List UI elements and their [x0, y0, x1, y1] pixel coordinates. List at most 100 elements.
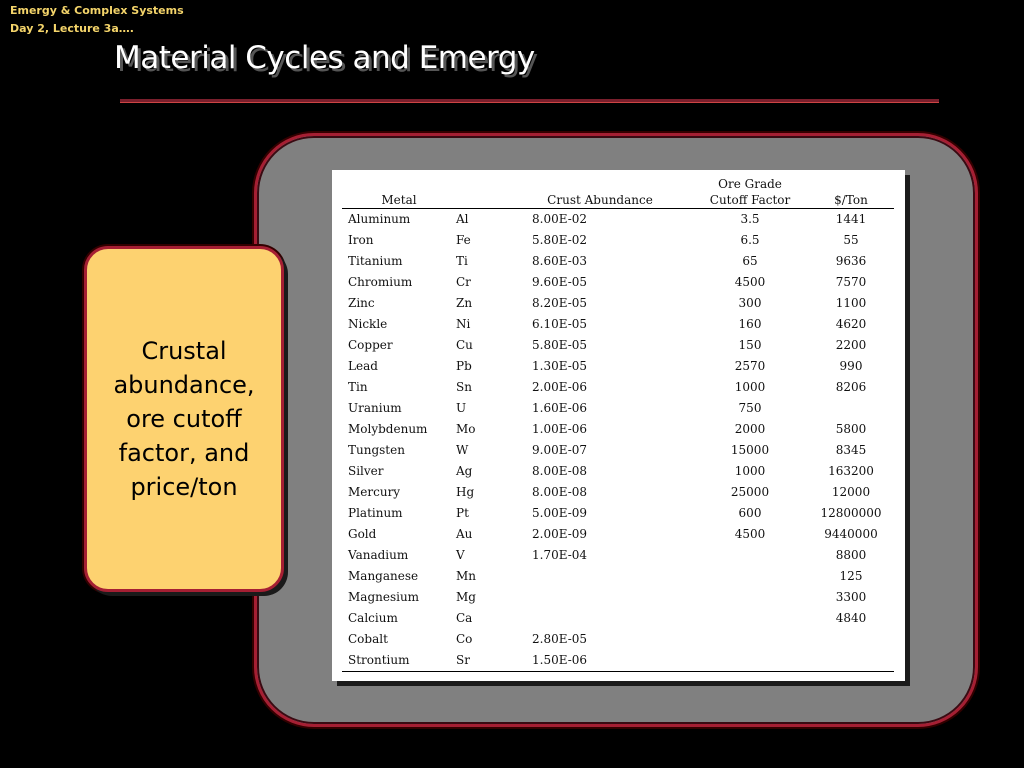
cell-symbol: Mn [456, 569, 477, 583]
cell-crust-abundance: 5.80E-05 [532, 338, 588, 352]
header-price: $/Ton [808, 176, 894, 209]
cell-metal: Mercury [348, 485, 401, 499]
table-row: Gold Au 2.00E-09 4500 9440000 [342, 524, 894, 545]
cell-price: 125 [839, 569, 863, 583]
cell-symbol: Au [456, 527, 473, 541]
course-header: Emergy & Complex Systems Day 2, Lecture … [10, 2, 184, 38]
table-row: Titanium Ti 8.60E-03 65 9636 [342, 251, 894, 272]
cell-crust-abundance: 8.00E-08 [532, 485, 588, 499]
cell-metal: Aluminum [348, 212, 411, 226]
cell-metal: Platinum [348, 506, 403, 520]
cell-symbol: U [456, 401, 467, 415]
cell-metal: Manganese [348, 569, 419, 583]
cell-symbol: Mg [456, 590, 476, 604]
cell-price: 7570 [835, 275, 867, 289]
cell-price: 9636 [835, 254, 867, 268]
cell-symbol: Sn [456, 380, 472, 394]
cell-symbol: Ni [456, 317, 471, 331]
table-header-row: Metal Crust Abundance Ore Grade Cutoff Fa… [342, 176, 894, 209]
cell-ore-cutoff: 150 [738, 338, 762, 352]
cell-metal: Tungsten [348, 443, 405, 457]
cell-symbol: Pb [456, 359, 472, 373]
cell-metal: Vanadium [348, 548, 409, 562]
cell-metal: Copper [348, 338, 393, 352]
cell-ore-cutoff: 600 [738, 506, 762, 520]
cell-metal: Zinc [348, 296, 375, 310]
cell-metal: Lead [348, 359, 378, 373]
cell-crust-abundance: 9.60E-05 [532, 275, 588, 289]
table-row: Magnesium Mg 3300 [342, 587, 894, 608]
cell-symbol: Ti [456, 254, 468, 268]
header-ore-line1: Ore Grade [718, 177, 782, 191]
cell-metal: Magnesium [348, 590, 420, 604]
table-row: Chromium Cr 9.60E-05 4500 7570 [342, 272, 894, 293]
cell-price: 3300 [835, 590, 867, 604]
cell-metal: Tin [348, 380, 368, 394]
cell-crust-abundance: 8.60E-03 [532, 254, 588, 268]
cell-metal: Strontium [342, 650, 456, 672]
table-row: Uranium U 1.60E-06 750 [342, 398, 894, 419]
header-symbol [456, 176, 508, 209]
cell-crust-abundance: 2.80E-05 [532, 632, 588, 646]
cell-metal: Uranium [348, 401, 402, 415]
cell-metal: Cobalt [348, 632, 388, 646]
cell-ore-cutoff: 4500 [734, 527, 766, 541]
cell-crust-abundance: 8.20E-05 [532, 296, 588, 310]
cell-metal: Silver [348, 464, 384, 478]
cell-ore-cutoff: 160 [738, 317, 762, 331]
header-metal: Metal [342, 176, 456, 209]
cell-symbol: Pt [456, 506, 469, 520]
cell-price: 4840 [835, 611, 867, 625]
cell-crust-abundance: 2.00E-09 [532, 527, 588, 541]
cell-metal: Molybdenum [348, 422, 428, 436]
cell-symbol: Fe [456, 233, 471, 247]
cell-price: 8206 [835, 380, 867, 394]
cell-price [808, 650, 894, 672]
table-row: Tin Sn 2.00E-06 1000 8206 [342, 377, 894, 398]
cell-crust-abundance [508, 587, 692, 608]
cell-crust-abundance: 9.00E-07 [532, 443, 588, 457]
table-row: Mercury Hg 8.00E-08 25000 12000 [342, 482, 894, 503]
cell-price [808, 629, 894, 650]
cell-price: 12800000 [820, 506, 882, 520]
table-row: Copper Cu 5.80E-05 150 2200 [342, 335, 894, 356]
table-row: Lead Pb 1.30E-05 2570 990 [342, 356, 894, 377]
table-row: Molybdenum Mo 1.00E-06 2000 5800 [342, 419, 894, 440]
cell-price: 55 [843, 233, 859, 247]
cell-symbol: Al [456, 212, 469, 226]
cell-ore-cutoff [692, 650, 808, 672]
table-row: Calcium Ca 4840 [342, 608, 894, 629]
cell-price [808, 398, 894, 419]
cell-crust-abundance: 6.10E-05 [532, 317, 588, 331]
cell-crust-abundance: 1.70E-04 [532, 548, 588, 562]
cell-ore-cutoff: 25000 [730, 485, 770, 499]
cell-crust-abundance: 5.80E-02 [532, 233, 588, 247]
cell-crust-abundance [508, 566, 692, 587]
cell-metal: Iron [348, 233, 374, 247]
table-row: Tungsten W 9.00E-07 15000 8345 [342, 440, 894, 461]
header-crust-abundance: Crust Abundance [508, 176, 692, 209]
cell-metal: Gold [348, 527, 377, 541]
cell-symbol: Cr [456, 275, 471, 289]
table-row: Silver Ag 8.00E-08 1000 163200 [342, 461, 894, 482]
cell-symbol: Co [456, 632, 473, 646]
table-row: Nickle Ni 6.10E-05 160 4620 [342, 314, 894, 335]
cell-ore-cutoff: 2000 [734, 422, 766, 436]
callout-text: Crustal abundance, ore cutoff factor, an… [113, 337, 255, 501]
cell-price: 4620 [835, 317, 867, 331]
cell-crust-abundance: 8.00E-02 [532, 212, 588, 226]
cell-price: 1441 [835, 212, 867, 226]
cell-price: 2200 [835, 338, 867, 352]
callout-box: Crustal abundance, ore cutoff factor, an… [84, 246, 284, 592]
header-ore-cutoff: Ore Grade Cutoff Factor [692, 176, 808, 209]
cell-ore-cutoff: 1000 [734, 464, 766, 478]
cell-crust-abundance: 1.30E-05 [532, 359, 588, 373]
cell-symbol: W [456, 443, 469, 457]
title-divider [120, 99, 939, 102]
table-body: Aluminum Al 8.00E-02 3.5 1441 Iron Fe 5.80E-02 6… [342, 209, 894, 672]
cell-symbol: Sr [456, 650, 508, 672]
cell-metal: Titanium [348, 254, 403, 268]
cell-crust-abundance: 1.00E-06 [532, 422, 588, 436]
cell-symbol: Ca [456, 611, 473, 625]
cell-ore-cutoff [692, 587, 808, 608]
